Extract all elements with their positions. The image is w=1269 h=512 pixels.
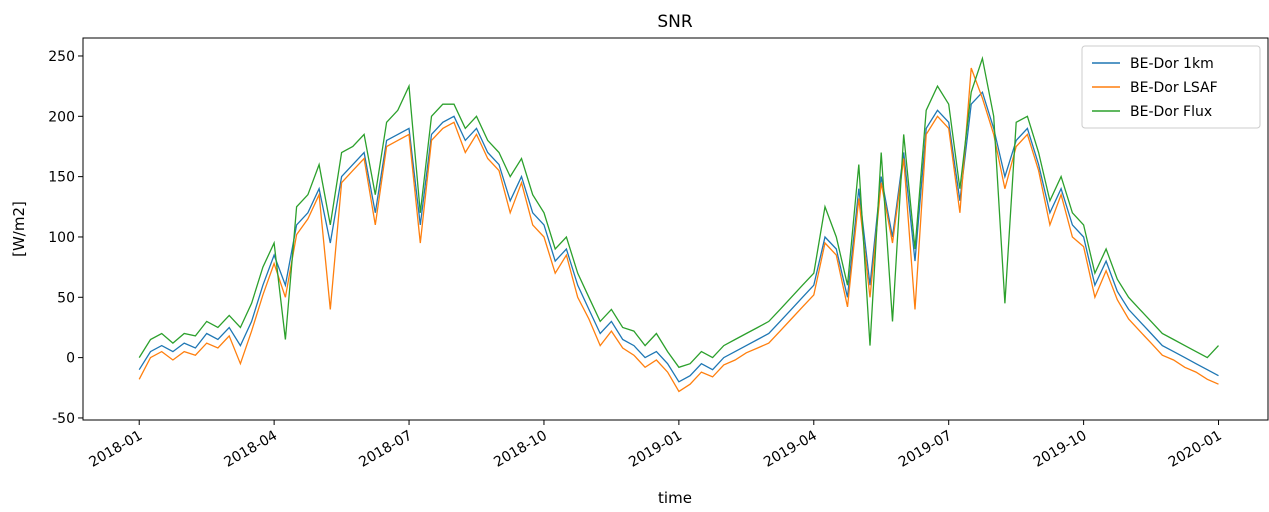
y-tick-label: 150 xyxy=(48,170,75,186)
x-tick-label: 2018-10 xyxy=(491,428,550,471)
y-tick-label: 50 xyxy=(57,290,75,306)
y-tick-label: 100 xyxy=(48,230,75,246)
x-tick-label: 2018-04 xyxy=(221,428,280,471)
y-axis-label: [W/m2] xyxy=(10,201,28,257)
y-tick-label: 250 xyxy=(48,49,75,65)
x-axis-label: time xyxy=(658,489,692,507)
series-line xyxy=(138,90,1219,383)
plot-frame xyxy=(82,37,1269,421)
legend-label: BE-Dor LSAF xyxy=(1130,80,1218,96)
x-tick-label: 2018-07 xyxy=(356,428,415,471)
series-line xyxy=(138,67,1219,393)
y-tick-label: 200 xyxy=(48,109,75,125)
x-tick-label: 2020-01 xyxy=(1166,428,1225,471)
y-tick-label: -50 xyxy=(52,411,75,427)
y-tick-label: 0 xyxy=(66,351,75,367)
x-tick-label: 2019-07 xyxy=(896,428,955,471)
x-tick-label: 2019-04 xyxy=(761,428,820,471)
legend-label: BE-Dor Flux xyxy=(1130,104,1212,120)
series-line xyxy=(138,55,1219,369)
legend-label: BE-Dor 1km xyxy=(1130,56,1214,72)
x-tick-label: 2018-01 xyxy=(87,428,146,471)
x-tick-label: 2019-01 xyxy=(626,428,685,471)
legend-box xyxy=(1081,45,1261,129)
chart-title: SNR xyxy=(657,12,693,32)
x-tick-label: 2019-10 xyxy=(1031,428,1090,471)
